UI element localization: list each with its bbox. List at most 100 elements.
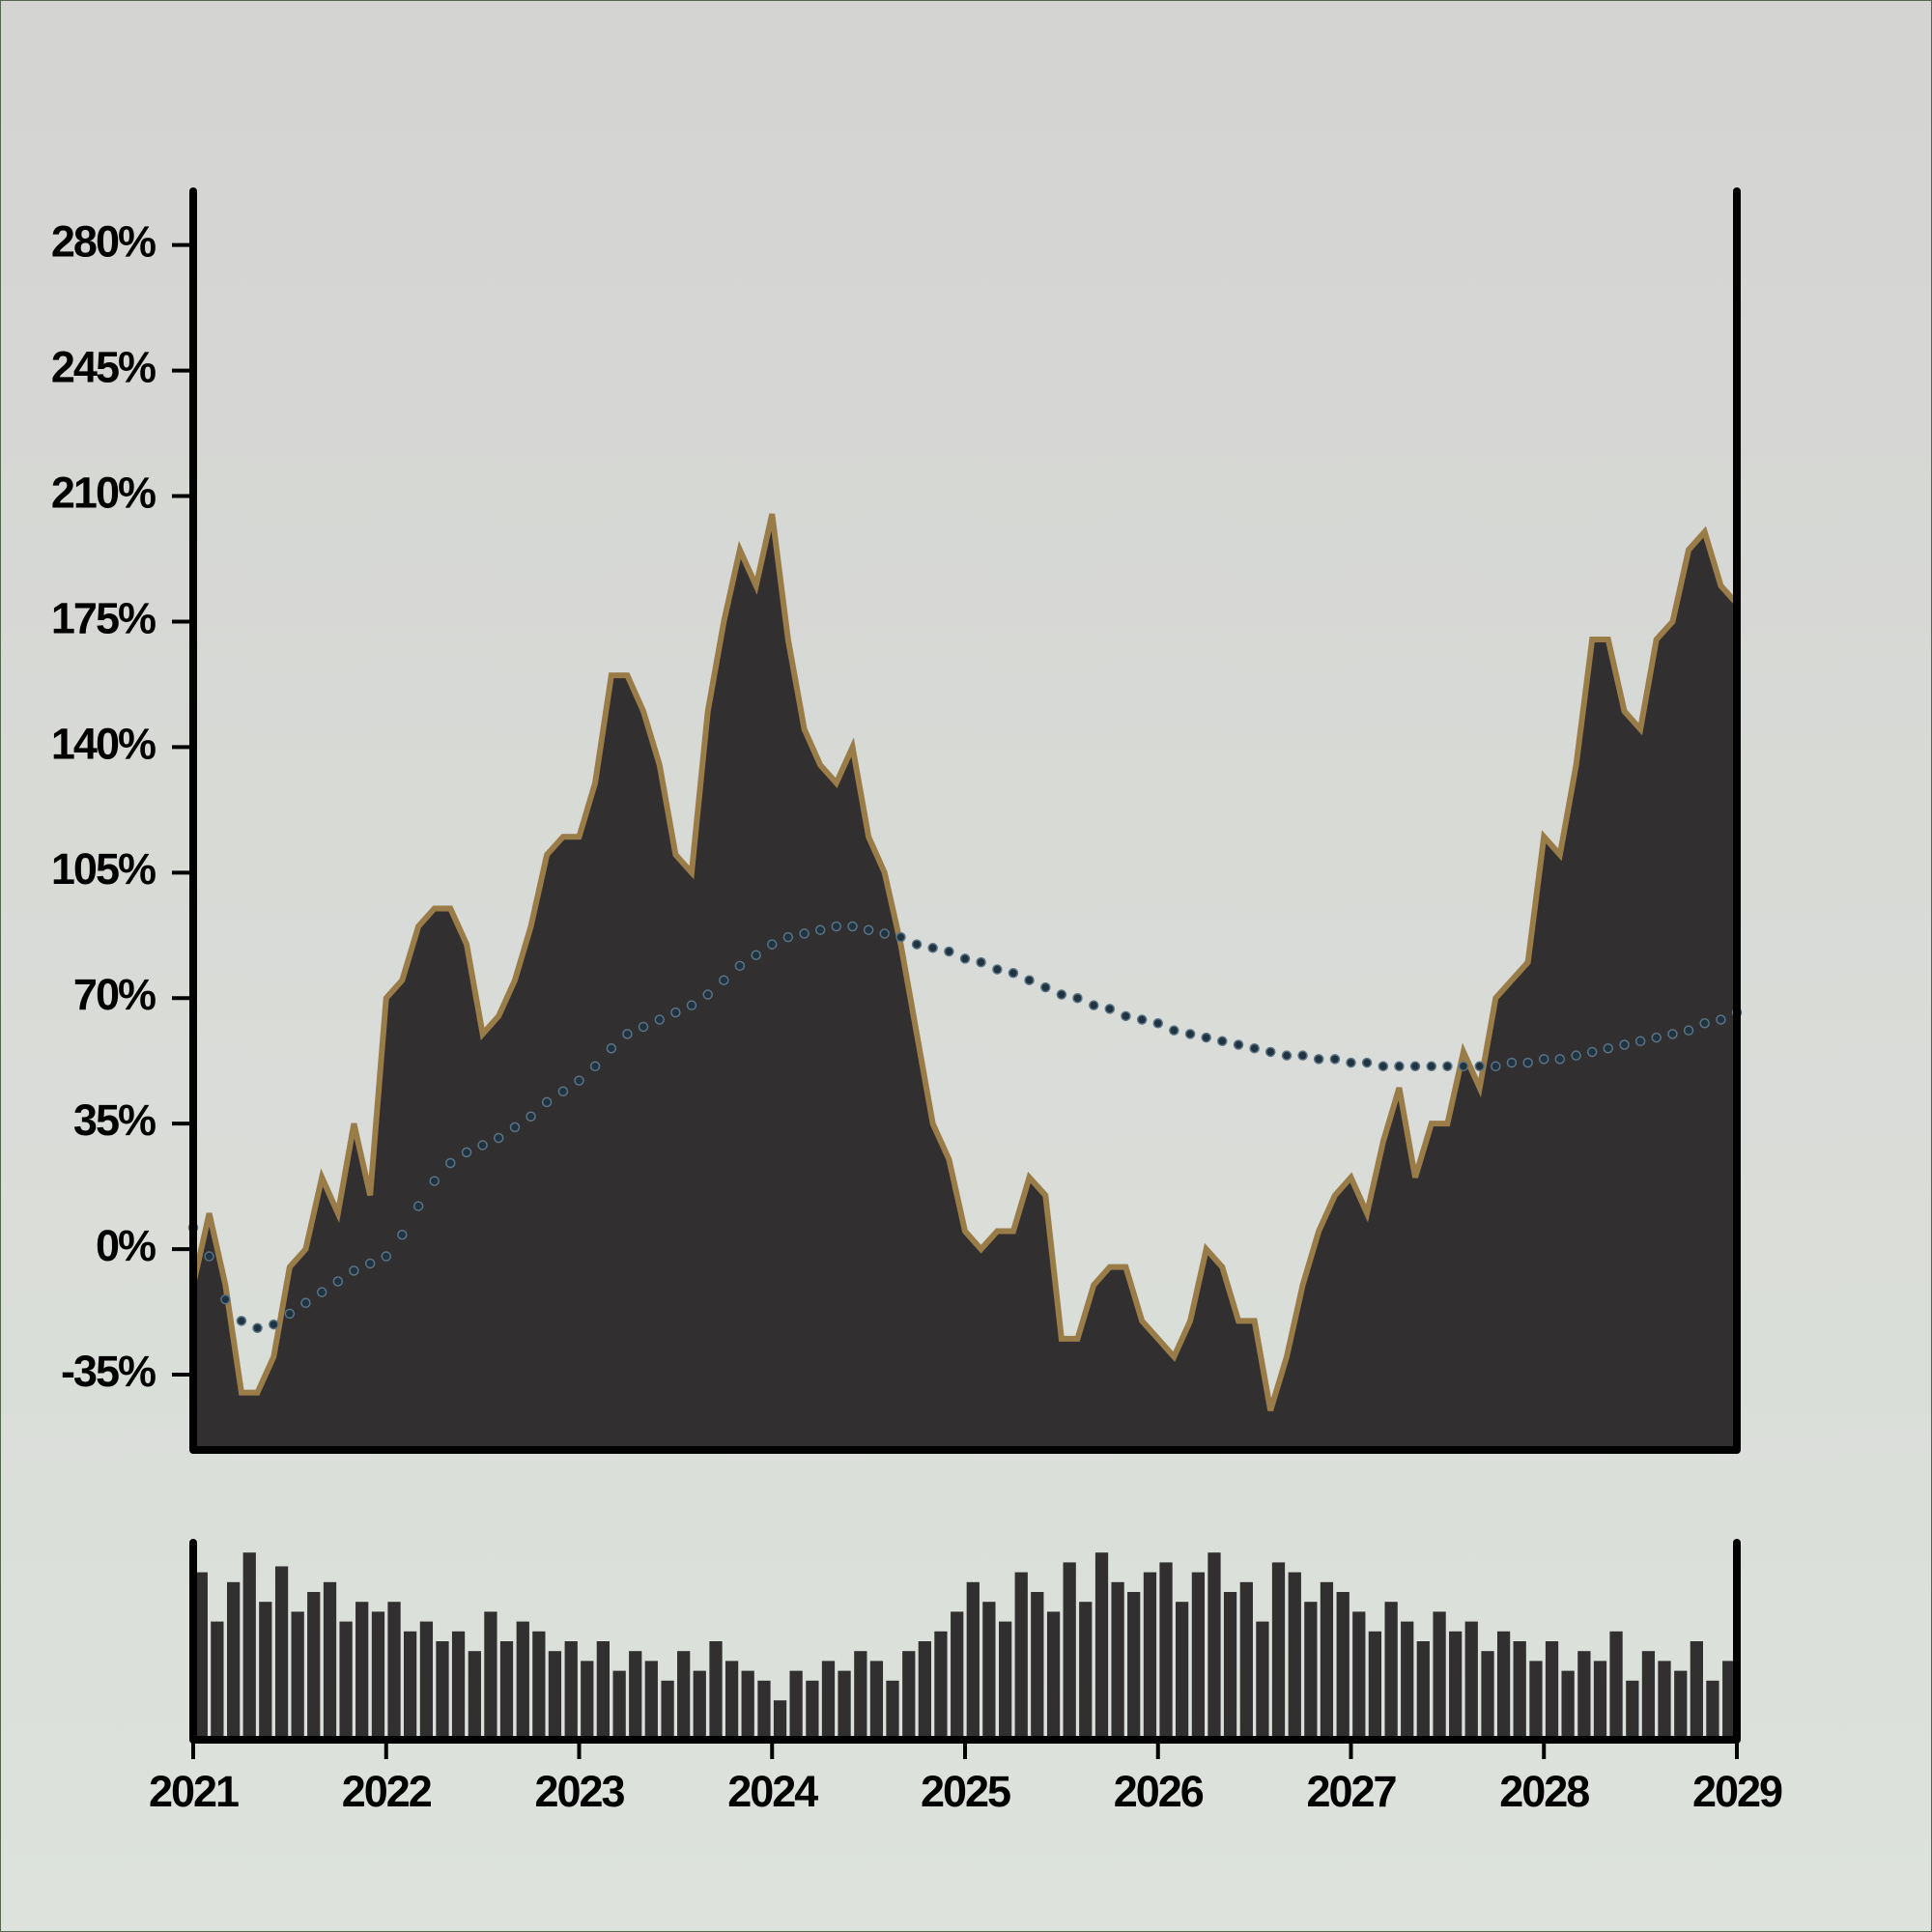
bar xyxy=(1416,1641,1430,1736)
y-tick-label: 35% xyxy=(73,1095,156,1145)
average-dot xyxy=(654,1014,666,1025)
bar xyxy=(1609,1631,1623,1736)
x-tick-label: 2025 xyxy=(921,1767,1010,1816)
average-dot xyxy=(284,1308,296,1320)
average-dot xyxy=(1024,975,1035,985)
bar xyxy=(757,1680,771,1736)
bar xyxy=(806,1680,819,1736)
average-dot xyxy=(412,1201,424,1211)
bar xyxy=(1304,1602,1318,1736)
average-dot xyxy=(1281,1050,1293,1061)
bar xyxy=(1626,1680,1639,1736)
bar xyxy=(291,1611,304,1736)
average-dot xyxy=(236,1316,247,1326)
average-dot xyxy=(1378,1061,1389,1072)
average-dot xyxy=(429,1176,440,1186)
average-dot xyxy=(1571,1050,1581,1061)
average-dot xyxy=(670,1007,681,1018)
average-dot xyxy=(381,1251,391,1262)
bar xyxy=(548,1651,562,1736)
x-tick-label: 2024 xyxy=(727,1767,818,1816)
y-tick-label: 175% xyxy=(51,593,156,642)
area-fill xyxy=(193,514,1737,1450)
bar xyxy=(499,1641,514,1736)
bar xyxy=(1529,1661,1543,1736)
average-dot xyxy=(1056,989,1067,1000)
bar xyxy=(644,1661,658,1736)
average-dot xyxy=(814,924,826,935)
bar xyxy=(581,1661,594,1736)
average-dot xyxy=(1184,1029,1196,1039)
bar xyxy=(1063,1562,1076,1736)
bar xyxy=(1674,1670,1688,1736)
bar xyxy=(1513,1641,1526,1736)
average-dot xyxy=(1394,1061,1405,1072)
bar xyxy=(886,1680,899,1736)
bar xyxy=(789,1670,803,1736)
average-dot xyxy=(1297,1050,1308,1061)
average-dot xyxy=(1104,1004,1116,1014)
bar xyxy=(227,1581,241,1736)
bar xyxy=(982,1602,996,1736)
average-dot xyxy=(1217,1036,1228,1047)
bar xyxy=(773,1700,787,1736)
y-tick-label: 245% xyxy=(51,343,156,392)
bar xyxy=(693,1670,706,1736)
average-dot xyxy=(719,975,729,985)
average-dot xyxy=(1361,1057,1373,1068)
average-dot xyxy=(1683,1025,1694,1036)
average-dot xyxy=(1474,1061,1485,1072)
average-dot xyxy=(1409,1061,1421,1072)
average-dot xyxy=(1152,1017,1163,1029)
bar xyxy=(612,1670,626,1736)
bar xyxy=(1111,1581,1124,1736)
x-tick-label: 2027 xyxy=(1306,1767,1396,1816)
bar xyxy=(194,1572,208,1736)
bar xyxy=(1159,1562,1173,1736)
average-dot xyxy=(927,943,938,953)
average-dot xyxy=(477,1140,488,1151)
average-dot xyxy=(799,928,810,939)
bar xyxy=(677,1651,691,1736)
average-dot xyxy=(204,1251,214,1262)
average-dot xyxy=(1619,1039,1630,1050)
average-dot xyxy=(1586,1046,1598,1058)
bar xyxy=(709,1641,723,1736)
average-dot xyxy=(1072,993,1083,1004)
average-dot xyxy=(493,1132,504,1144)
bar xyxy=(724,1661,739,1736)
bar xyxy=(211,1621,224,1736)
bar xyxy=(1577,1651,1591,1736)
bar xyxy=(951,1611,964,1736)
average-dot xyxy=(686,1000,697,1010)
bar xyxy=(1658,1661,1671,1736)
bar xyxy=(1191,1572,1206,1736)
y-tick-label: 210% xyxy=(51,468,156,517)
bar xyxy=(1320,1581,1334,1736)
bar xyxy=(934,1631,948,1736)
x-tick-label: 2028 xyxy=(1499,1767,1589,1816)
bar xyxy=(838,1670,851,1736)
bar xyxy=(1690,1641,1703,1736)
bar xyxy=(1464,1621,1478,1736)
bar xyxy=(1496,1631,1511,1736)
average-dot xyxy=(349,1265,359,1276)
axis-frame xyxy=(189,187,1741,1454)
average-dot xyxy=(252,1322,263,1334)
bar xyxy=(1449,1631,1463,1736)
average-dot xyxy=(300,1297,311,1309)
bar xyxy=(1127,1592,1141,1736)
average-dot xyxy=(992,964,1003,975)
average-dot xyxy=(269,1319,279,1330)
average-dot xyxy=(1008,968,1019,979)
bar xyxy=(339,1621,353,1736)
average-dot xyxy=(1491,1061,1501,1072)
bar xyxy=(1384,1602,1398,1736)
average-dot xyxy=(831,921,842,932)
average-dot xyxy=(445,1157,456,1169)
average-dot xyxy=(911,939,923,950)
average-dot xyxy=(1667,1029,1678,1039)
average-dot xyxy=(782,931,794,943)
average-dot xyxy=(1088,1000,1099,1010)
bar xyxy=(1722,1661,1736,1736)
